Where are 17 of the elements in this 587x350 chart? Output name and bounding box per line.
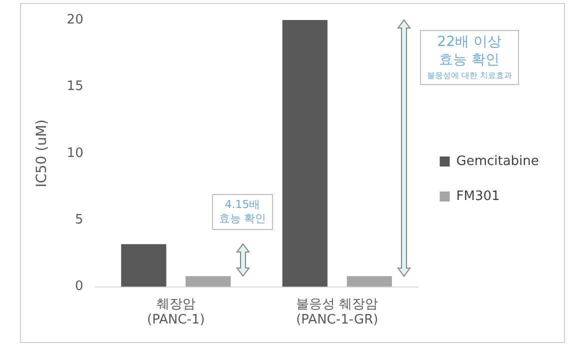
bar [346, 276, 392, 287]
bar [121, 244, 166, 287]
y-tick-label: 20 [66, 12, 84, 28]
x-tick-label: 췌장암 (PANC-1) [147, 296, 205, 328]
y-tick-label: 0 [75, 279, 84, 294]
y-tick-label: 5 [75, 212, 84, 228]
bar [282, 20, 328, 287]
bar [186, 276, 231, 287]
y-axis-title: IC50 (uM) [34, 119, 50, 188]
text: 22배 이상 효능 확인 [436, 34, 502, 69]
x-tick-label: 불응성 췌장암 (PANC-1-GR) [296, 296, 378, 328]
y-tick-label: 15 [66, 79, 84, 94]
legend-label: Gemcitabine [456, 154, 539, 169]
annotation: 4.15배 효능 확인 [212, 194, 274, 230]
y-tick-label: 10 [66, 146, 84, 161]
text: 불응성에 대한 치료효과 [426, 71, 512, 81]
legend-label: FM301 [456, 188, 500, 204]
